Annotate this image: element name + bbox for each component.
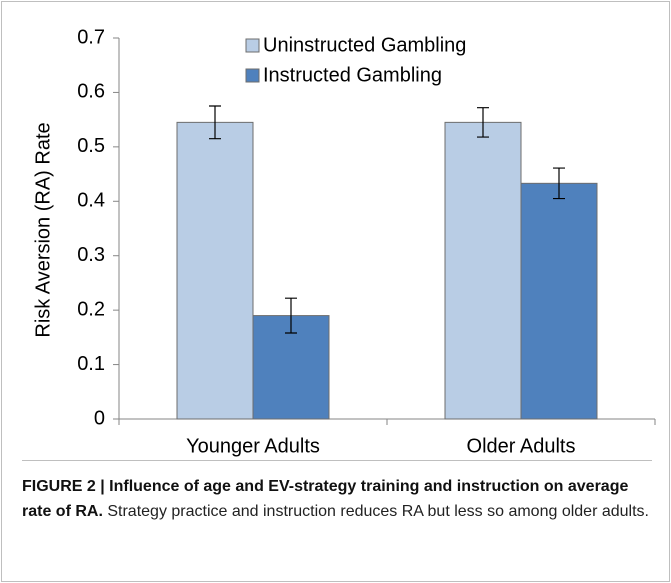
y-tick-label: 0.2 <box>77 298 105 320</box>
y-tick-label: 0.3 <box>77 244 105 266</box>
caption-label: FIGURE 2 | Influence of age and EV-strat… <box>22 478 629 520</box>
chart: Risk Aversion (RA) Rate 0 0.1 0.2 0.3 0.4 0.5… <box>32 26 656 457</box>
y-tick-label: 0.4 <box>77 190 105 212</box>
caption: FIGURE 2 | Influence of age and EV-strat… <box>22 474 654 524</box>
y-tick-label: 0.5 <box>77 135 105 157</box>
x-tick-label: Older Adults <box>467 435 576 457</box>
bar <box>444 121 522 420</box>
legend-swatch <box>245 38 260 53</box>
x-tick-label: Younger Adults <box>186 435 320 457</box>
caption-text: Strategy practice and instruction reduce… <box>107 503 649 520</box>
y-tick-label: 0.1 <box>77 353 105 375</box>
y-tick-label: 0 <box>94 407 105 429</box>
separator <box>22 460 652 461</box>
bar <box>176 121 254 420</box>
error-bar <box>285 297 297 334</box>
y-tick-label: 0.7 <box>77 26 105 48</box>
bar <box>520 182 598 420</box>
legend-label: Instructed Gambling <box>263 64 442 86</box>
y-tick-label: 0.6 <box>77 81 105 103</box>
error-bar <box>553 167 565 200</box>
error-bar <box>209 105 221 140</box>
y-axis-label: Risk Aversion (RA) Rate <box>32 122 54 337</box>
error-bar <box>477 107 489 138</box>
legend-swatch <box>245 68 260 83</box>
legend-label: Uninstructed Gambling <box>263 34 466 56</box>
